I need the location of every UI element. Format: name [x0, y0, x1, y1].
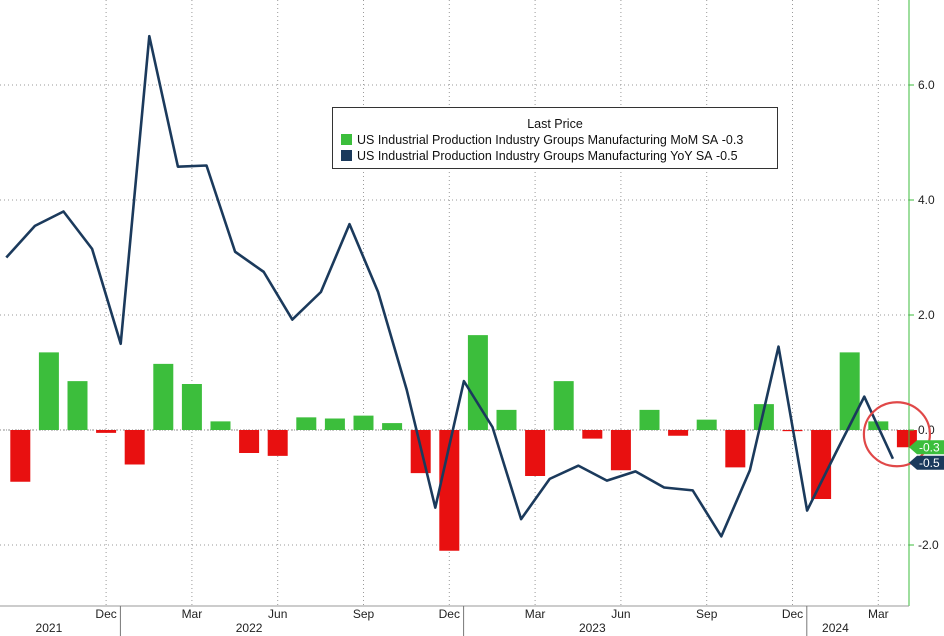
yoy-line-layer [5, 34, 895, 538]
mom-bar [839, 352, 860, 430]
yoy-last-value-tag: -0.5 [909, 455, 944, 470]
x-month-label: Dec [439, 607, 460, 621]
y-tick-label: 4.0 [918, 193, 935, 207]
x-year-label: 2023 [579, 621, 606, 635]
x-month-label: Jun [268, 607, 287, 621]
mom-bar [467, 335, 488, 430]
mom-bar [668, 430, 689, 436]
yoy-line [5, 34, 895, 538]
legend: Last Price US Industrial Production Indu… [332, 107, 778, 169]
x-month-label: Jun [611, 607, 630, 621]
x-month-label: Mar [525, 607, 546, 621]
mom-bar [382, 423, 403, 430]
mom-last-value-tag: -0.3 [909, 440, 944, 455]
legend-swatch-mom [341, 134, 352, 145]
mom-bar [324, 418, 345, 430]
legend-swatch-yoy [341, 150, 352, 161]
y-tick-label: 2.0 [918, 308, 935, 322]
x-month-label: Sep [353, 607, 375, 621]
highlight-circle [862, 401, 932, 468]
x-month-label: Dec [782, 607, 803, 621]
mom-bar [753, 404, 774, 430]
mom-bar [696, 419, 717, 430]
mom-bar [267, 430, 288, 456]
mom-bar [525, 430, 546, 476]
mom-bar [67, 381, 88, 430]
mom-bar [296, 417, 317, 430]
legend-label-mom: US Industrial Production Industry Groups… [357, 133, 719, 147]
legend-title: Last Price [527, 117, 583, 131]
x-year-label: 2022 [236, 621, 263, 635]
y-tick-label: 0.0 [918, 423, 935, 437]
mom-bar [96, 430, 117, 433]
mom-last-value-tag-bg [909, 440, 944, 455]
yoy-last-value-tag-text: -0.5 [919, 456, 940, 470]
legend-value-yoy: -0.5 [716, 149, 738, 163]
mom-bar [553, 381, 574, 430]
mom-bar [181, 384, 202, 430]
mom-bar [239, 430, 260, 453]
mom-bar [210, 421, 231, 430]
mom-bar [38, 352, 59, 430]
mom-bar [582, 430, 603, 439]
mom-bar [610, 430, 631, 471]
x-month-label: Mar [868, 607, 889, 621]
mom-last-value-tag-text: -0.3 [919, 440, 940, 454]
mom-bar [10, 430, 31, 482]
mom-bar [896, 430, 917, 448]
mom-bar [124, 430, 145, 465]
mom-bar [725, 430, 746, 468]
mom-bar [153, 363, 174, 430]
y-tick-label: 6.0 [918, 78, 935, 92]
legend-value-mom: -0.3 [721, 133, 744, 147]
legend-label-yoy: US Industrial Production Industry Groups… [357, 149, 713, 163]
mom-bar [353, 415, 374, 430]
x-month-label: Mar [182, 607, 203, 621]
x-month-label: Dec [95, 607, 116, 621]
value-labels: -0.3 -0.5 [862, 401, 944, 470]
x-year-label: 2024 [822, 621, 849, 635]
mom-bar [496, 409, 517, 430]
y-tick-label: -2.0 [918, 538, 939, 552]
yoy-last-value-tag-bg [909, 455, 944, 470]
x-month-label: Sep [696, 607, 718, 621]
x-year-label: 2021 [36, 621, 63, 635]
mom-bar [439, 430, 460, 551]
legend-item-yoy: US Industrial Production Industry Groups… [341, 148, 777, 164]
mom-bars [10, 335, 917, 551]
legend-item-mom: US Industrial Production Industry Groups… [341, 132, 777, 148]
mom-bar [811, 430, 832, 499]
mom-bar [639, 409, 660, 430]
